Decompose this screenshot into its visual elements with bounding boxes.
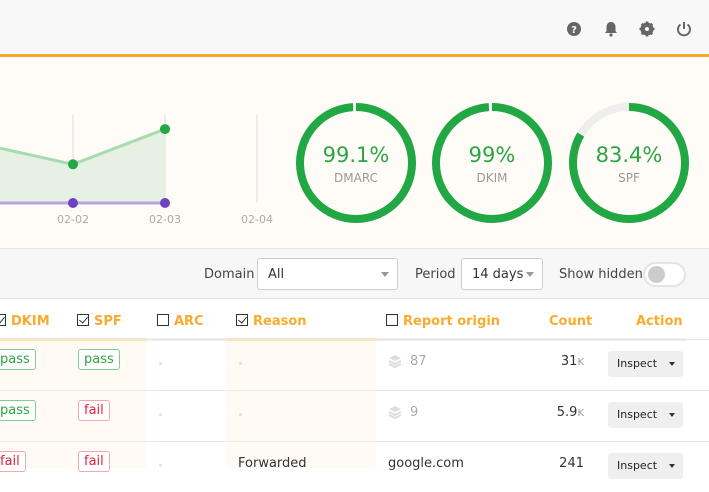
dkim-badge: fail: [0, 451, 26, 472]
arc-empty: [159, 362, 162, 365]
count-number: 241: [559, 456, 584, 471]
data-point[interactable]: [68, 159, 78, 170]
count-number: 5.9: [556, 405, 578, 420]
chevron-down-icon[interactable]: [669, 413, 675, 417]
gauge-value: 99.1%: [322, 143, 390, 167]
count-value: 31K: [561, 354, 584, 369]
spf-header-label: SPF: [94, 314, 122, 329]
chevron-down-icon[interactable]: [669, 464, 675, 468]
dkim-badge: pass: [0, 400, 36, 421]
dkim-header-label: DKIM: [11, 314, 50, 329]
column-header-spf[interactable]: SPF: [77, 314, 122, 329]
period-value: 14 days: [472, 267, 524, 282]
report-table: DKIM SPF ARC Reason Report origin Count …: [0, 300, 709, 479]
inspect-button[interactable]: Inspect: [608, 402, 683, 428]
data-point[interactable]: [68, 198, 78, 208]
gauge-label: DMARC: [334, 171, 378, 185]
inspect-button[interactable]: Inspect: [608, 453, 683, 479]
domain-value: All: [268, 267, 285, 282]
table-row[interactable]: pass fail 9 5.9K Inspect: [0, 390, 709, 441]
period-label: Period: [415, 267, 456, 282]
inspect-label: Inspect: [617, 408, 658, 421]
origin-text[interactable]: google.com: [388, 456, 464, 471]
origin-header-label: Report origin: [403, 314, 501, 329]
inspect-label: Inspect: [617, 357, 658, 370]
column-header-arc[interactable]: ARC: [157, 314, 204, 329]
domain-label: Domain: [204, 267, 255, 282]
dkim-checkbox[interactable]: [0, 314, 6, 326]
show-hidden-toggle[interactable]: [643, 262, 686, 287]
column-header-count[interactable]: Count: [549, 314, 593, 329]
origin-checkbox[interactable]: [386, 314, 398, 326]
column-header-dkim[interactable]: DKIM: [0, 314, 50, 329]
top-bar: ?: [0, 0, 709, 57]
help-icon[interactable]: ?: [566, 21, 582, 37]
spf-badge: pass: [78, 349, 120, 370]
gauge-dkim: 99% DKIM: [432, 103, 552, 223]
gauge-spf: 83.4% SPF: [569, 103, 689, 223]
chevron-down-icon: [381, 272, 389, 277]
gauge-value: 83.4%: [595, 143, 663, 167]
gauge-arc: [296, 103, 416, 223]
arc-header-label: ARC: [174, 314, 204, 329]
inspect-label: Inspect: [617, 459, 658, 472]
reason-header-label: Reason: [253, 314, 307, 329]
power-icon[interactable]: [676, 21, 692, 37]
origin-count[interactable]: 9: [410, 405, 419, 420]
trend-chart: 02-02 02-03 02-04: [0, 115, 273, 226]
count-value: 241: [559, 456, 584, 471]
gear-icon[interactable]: [639, 21, 655, 37]
spf-checkbox[interactable]: [77, 314, 89, 326]
column-header-origin[interactable]: Report origin: [386, 314, 500, 329]
svg-text:?: ?: [571, 25, 577, 36]
layers-icon: [388, 355, 402, 368]
x-tick-label: 02-04: [241, 213, 273, 226]
data-point[interactable]: [160, 124, 170, 135]
arc-checkbox[interactable]: [157, 314, 169, 326]
bell-icon[interactable]: [603, 21, 619, 37]
data-point[interactable]: [160, 198, 170, 208]
column-header-reason[interactable]: Reason: [236, 314, 307, 329]
domain-select[interactable]: All: [257, 258, 398, 290]
reason-checkbox[interactable]: [236, 314, 248, 326]
table-row[interactable]: pass pass 87 31K Inspect: [0, 339, 709, 390]
reason-empty: [239, 413, 242, 416]
arc-empty: [159, 413, 162, 416]
count-number: 31: [560, 354, 578, 369]
reason-empty: [239, 362, 242, 365]
summary-panel: 02-02 02-03 02-04 99.1% DMARC 99% DKIM 83.4% SP…: [0, 60, 709, 249]
count-unit: K: [577, 357, 584, 368]
period-select[interactable]: 14 days: [461, 258, 543, 290]
arc-empty: [159, 464, 162, 467]
column-header-action: Action: [636, 314, 683, 329]
gauge-dmarc: 99.1% DMARC: [296, 103, 416, 223]
x-tick-label: 02-03: [149, 213, 181, 226]
chevron-down-icon[interactable]: [669, 362, 675, 366]
toggle-knob: [648, 266, 665, 283]
count-unit: K: [577, 408, 584, 419]
highlight-column-reason: [226, 338, 376, 468]
origin-count[interactable]: 87: [410, 354, 427, 369]
gauge-arc: [432, 103, 552, 223]
gauge-arc: [569, 103, 689, 223]
filter-bar: Domain All Period 14 days Show hidden: [0, 249, 709, 299]
dkim-badge: pass: [0, 349, 36, 370]
reason-text: Forwarded: [238, 456, 307, 471]
spf-badge: fail: [78, 451, 110, 472]
layers-icon: [388, 406, 402, 419]
inspect-button[interactable]: Inspect: [608, 351, 683, 377]
gauge-label: DKIM: [476, 171, 508, 185]
area-fill: [0, 129, 165, 203]
gauge-value: 99%: [468, 143, 516, 167]
count-value: 5.9K: [557, 405, 584, 420]
show-hidden-label: Show hidden: [559, 267, 643, 282]
gauge-label: SPF: [618, 171, 640, 185]
x-tick-label: 02-02: [57, 213, 89, 226]
chevron-down-icon: [526, 272, 534, 277]
spf-badge: fail: [78, 400, 110, 421]
